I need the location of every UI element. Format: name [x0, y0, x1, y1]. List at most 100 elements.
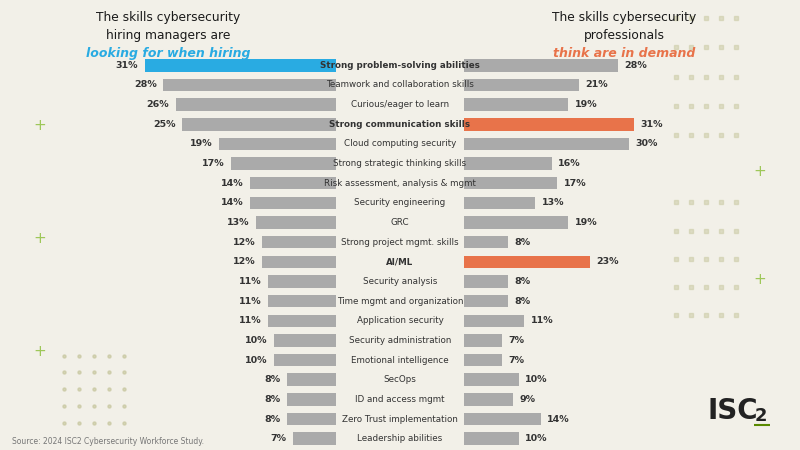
FancyBboxPatch shape [464, 98, 568, 111]
Text: think are in demand: think are in demand [553, 47, 695, 60]
Text: Cloud computing security: Cloud computing security [344, 140, 456, 148]
Text: Leadership abilities: Leadership abilities [358, 434, 442, 443]
Text: Risk assessment, analysis & mgmt: Risk assessment, analysis & mgmt [324, 179, 476, 188]
Text: Time mgmt and organization: Time mgmt and organization [337, 297, 463, 306]
FancyBboxPatch shape [464, 118, 634, 130]
FancyBboxPatch shape [250, 197, 336, 209]
FancyBboxPatch shape [175, 98, 336, 111]
FancyBboxPatch shape [464, 334, 502, 347]
Text: 19%: 19% [574, 218, 598, 227]
FancyBboxPatch shape [464, 216, 568, 229]
Text: 14%: 14% [221, 179, 243, 188]
Text: Application security: Application security [357, 316, 443, 325]
Text: 8%: 8% [514, 238, 530, 247]
Text: Strong project mgmt. skills: Strong project mgmt. skills [341, 238, 459, 247]
FancyBboxPatch shape [218, 138, 336, 150]
Text: +: + [754, 163, 766, 179]
FancyBboxPatch shape [274, 354, 336, 366]
Text: Strong strategic thinking skills: Strong strategic thinking skills [334, 159, 466, 168]
Text: professionals: professionals [583, 29, 665, 42]
FancyBboxPatch shape [293, 432, 336, 445]
Text: +: + [754, 271, 766, 287]
Text: 8%: 8% [264, 414, 280, 423]
FancyBboxPatch shape [182, 118, 336, 130]
Text: 11%: 11% [530, 316, 554, 325]
Text: Security analysis: Security analysis [363, 277, 437, 286]
FancyBboxPatch shape [464, 79, 579, 91]
Text: 10%: 10% [526, 434, 548, 443]
FancyBboxPatch shape [464, 59, 618, 72]
FancyBboxPatch shape [286, 413, 336, 425]
Text: +: + [34, 231, 46, 246]
Text: 9%: 9% [520, 395, 536, 404]
Text: ID and access mgmt: ID and access mgmt [355, 395, 445, 404]
FancyBboxPatch shape [464, 138, 629, 150]
Text: 8%: 8% [264, 395, 280, 404]
Text: Strong problem-solving abilities: Strong problem-solving abilities [320, 61, 480, 70]
Text: 16%: 16% [558, 159, 581, 168]
FancyBboxPatch shape [464, 354, 502, 366]
Text: 8%: 8% [514, 297, 530, 306]
Text: 7%: 7% [509, 356, 525, 364]
Text: hiring managers are: hiring managers are [106, 29, 230, 42]
Text: 28%: 28% [134, 81, 157, 90]
Text: 19%: 19% [574, 100, 598, 109]
Text: 10%: 10% [246, 356, 268, 364]
FancyBboxPatch shape [268, 275, 336, 288]
Text: 25%: 25% [153, 120, 175, 129]
FancyBboxPatch shape [464, 177, 558, 189]
FancyBboxPatch shape [286, 374, 336, 386]
FancyBboxPatch shape [274, 334, 336, 347]
Text: Strong communication skills: Strong communication skills [330, 120, 470, 129]
Text: Teamwork and collaboration skills: Teamwork and collaboration skills [326, 81, 474, 90]
Text: Security engineering: Security engineering [354, 198, 446, 207]
Text: Curious/eager to learn: Curious/eager to learn [351, 100, 449, 109]
Text: 8%: 8% [264, 375, 280, 384]
Text: 12%: 12% [233, 257, 255, 266]
FancyBboxPatch shape [464, 432, 519, 445]
Text: GRC: GRC [390, 218, 410, 227]
Text: 31%: 31% [116, 61, 138, 70]
FancyBboxPatch shape [464, 275, 508, 288]
Text: 19%: 19% [190, 140, 212, 148]
Text: The skills cybersecurity: The skills cybersecurity [96, 11, 240, 24]
FancyBboxPatch shape [145, 59, 336, 72]
FancyBboxPatch shape [464, 157, 552, 170]
Text: 30%: 30% [635, 140, 658, 148]
FancyBboxPatch shape [262, 256, 336, 268]
Text: 14%: 14% [547, 414, 570, 423]
Text: 23%: 23% [597, 257, 619, 266]
Text: looking for when hiring: looking for when hiring [86, 47, 250, 60]
FancyBboxPatch shape [464, 413, 541, 425]
Text: 11%: 11% [239, 297, 262, 306]
Text: +: + [34, 343, 46, 359]
FancyBboxPatch shape [464, 295, 508, 307]
Text: 14%: 14% [221, 198, 243, 207]
Text: 8%: 8% [514, 277, 530, 286]
Text: SecOps: SecOps [383, 375, 417, 384]
Text: 13%: 13% [542, 198, 564, 207]
FancyBboxPatch shape [250, 177, 336, 189]
Text: 21%: 21% [586, 81, 608, 90]
FancyBboxPatch shape [464, 197, 535, 209]
FancyBboxPatch shape [464, 236, 508, 248]
Text: 17%: 17% [564, 179, 586, 188]
Text: 10%: 10% [526, 375, 548, 384]
FancyBboxPatch shape [268, 315, 336, 327]
FancyBboxPatch shape [464, 374, 519, 386]
Text: ISC: ISC [708, 397, 758, 425]
Text: 7%: 7% [509, 336, 525, 345]
FancyBboxPatch shape [464, 393, 514, 406]
Text: Source: 2024 ISC2 Cybersecurity Workforce Study.: Source: 2024 ISC2 Cybersecurity Workforc… [12, 437, 204, 446]
Text: 2: 2 [754, 407, 767, 425]
Text: The skills cybersecurity: The skills cybersecurity [552, 11, 696, 24]
Text: 7%: 7% [270, 434, 286, 443]
Text: 13%: 13% [227, 218, 250, 227]
FancyBboxPatch shape [163, 79, 336, 91]
Text: 31%: 31% [641, 120, 663, 129]
Text: 12%: 12% [233, 238, 255, 247]
Text: AI/ML: AI/ML [386, 257, 414, 266]
Text: 10%: 10% [246, 336, 268, 345]
FancyBboxPatch shape [286, 393, 336, 406]
Text: Emotional intelligence: Emotional intelligence [351, 356, 449, 364]
